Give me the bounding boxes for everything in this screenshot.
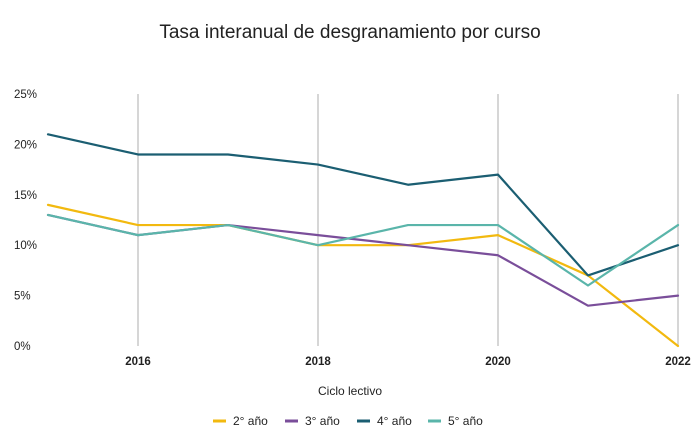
chart-title: Tasa interanual de desgranamiento por cu… — [159, 22, 540, 43]
y-tick-label: 25% — [14, 89, 37, 101]
legend-entry: 2° año — [233, 414, 268, 428]
legend-entry: 4° año — [377, 414, 412, 428]
y-tick-label: 15% — [14, 190, 37, 202]
series-line-3 — [46, 133, 680, 277]
series-line-2 — [46, 213, 680, 307]
x-axis-label: Ciclo lectivo — [318, 384, 382, 398]
x-tick-label: 2018 — [305, 356, 331, 368]
y-tick-label: 20% — [14, 139, 37, 151]
x-tick-label: 2022 — [665, 356, 691, 368]
series-lines — [46, 133, 680, 348]
x-tick-label: 2020 — [485, 356, 511, 368]
series-line-4 — [46, 213, 680, 287]
grid-lines — [137, 94, 679, 346]
y-tick-label: 10% — [14, 240, 37, 252]
x-axis-ticks: 2016 2018 2020 2022 — [125, 356, 691, 368]
legend-entry: 5° año — [448, 414, 483, 428]
legend: 2° año 3° año 4° año 5° año — [213, 414, 483, 428]
y-tick-label: 0% — [14, 341, 31, 353]
y-tick-label: 5% — [14, 291, 31, 303]
y-axis-ticks: 0% 5% 10% 15% 20% 25% — [14, 89, 37, 353]
x-tick-label: 2016 — [125, 356, 151, 368]
series-line-1 — [46, 203, 680, 348]
legend-entry: 3° año — [305, 414, 340, 428]
